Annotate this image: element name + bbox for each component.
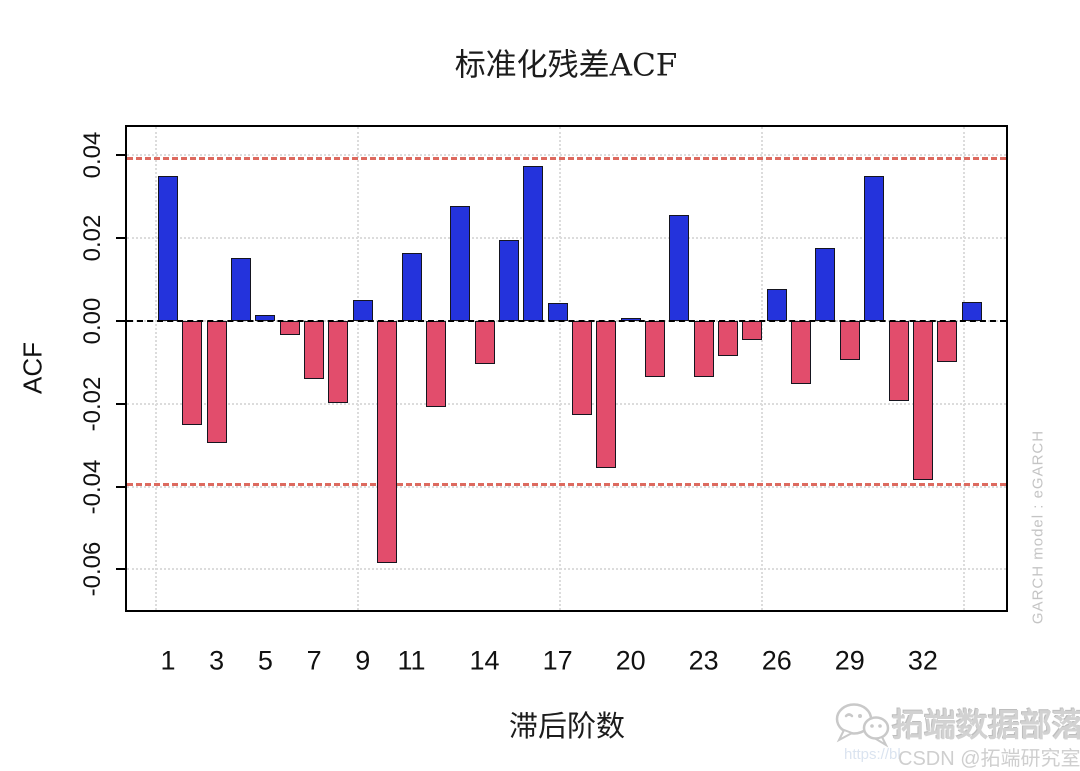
x-tick-label: 23 <box>688 645 719 676</box>
acf-bar-lag-27 <box>791 321 812 384</box>
acf-bar-lag-22 <box>669 215 690 321</box>
x-tick-label: 29 <box>834 645 865 676</box>
x-tick-label: 20 <box>615 645 646 676</box>
y-tick-label: -0.04 <box>79 459 106 514</box>
zero-line <box>127 320 1006 322</box>
acf-bar-lag-3 <box>206 321 227 444</box>
acf-bar-lag-24 <box>718 321 739 357</box>
acf-bar-lag-30 <box>864 176 885 321</box>
horizontal-gridline <box>127 568 1006 571</box>
x-tick-label: 11 <box>397 645 426 676</box>
vertical-gridline <box>559 127 561 610</box>
acf-bar-lag-1 <box>158 176 178 321</box>
acf-bar-lag-26 <box>766 288 787 321</box>
y-tick-mark <box>116 485 125 488</box>
x-tick-label: 5 <box>257 645 273 676</box>
acf-bar-lag-13 <box>450 205 471 321</box>
x-tick-label: 17 <box>542 645 573 676</box>
chat-bubbles-logo <box>835 703 890 748</box>
x-axis-title: 滞后阶数 <box>508 709 626 743</box>
upper-confidence-bound-line <box>127 156 1006 160</box>
y-tick-mark <box>116 320 125 322</box>
y-tick-mark <box>116 568 125 571</box>
horizontal-gridline <box>127 402 1006 405</box>
y-tick-label: -0.06 <box>79 542 106 597</box>
x-tick-label: 3 <box>209 645 225 676</box>
acf-bar-lag-17 <box>547 303 568 321</box>
horizontal-gridline <box>127 237 1006 240</box>
watermark-url-fragment: https://bl <box>844 746 901 763</box>
acf-bar-lag-32 <box>912 321 933 481</box>
vertical-gridline <box>761 127 763 610</box>
y-axis-title: ACF <box>17 342 48 394</box>
brand-name: 拓端数据部落 <box>892 707 1080 743</box>
acf-bar-lag-21 <box>645 321 665 377</box>
acf-bar-lag-25 <box>742 321 763 341</box>
acf-bar-lag-4 <box>231 258 252 321</box>
acf-bar-lag-23 <box>693 321 714 377</box>
acf-bar-lag-15 <box>498 239 519 321</box>
acf-bar-lag-10 <box>377 321 398 564</box>
y-tick-label: 0.02 <box>79 214 106 262</box>
acf-bar-lag-19 <box>596 321 617 468</box>
x-tick-label: 9 <box>355 645 371 676</box>
vertical-gridline <box>357 127 359 610</box>
acf-bar-lag-16 <box>523 166 544 321</box>
x-tick-label: 26 <box>761 645 792 676</box>
acf-bar-lag-11 <box>401 252 422 321</box>
acf-bar-lag-33 <box>937 321 958 362</box>
y-tick-mark <box>116 237 125 240</box>
acf-bar-lag-14 <box>474 321 495 365</box>
x-tick-label: 14 <box>469 645 500 676</box>
y-tick-label: 0.00 <box>79 297 106 345</box>
y-tick-mark <box>116 154 125 157</box>
x-tick-label: 7 <box>306 645 322 676</box>
acf-bar-lag-8 <box>328 321 349 403</box>
y-tick-mark <box>116 402 125 405</box>
plot-area <box>125 125 1008 612</box>
acf-bar-lag-29 <box>839 321 860 360</box>
y-tick-label: -0.02 <box>79 376 106 432</box>
chart-title: 标准化残差ACF <box>454 47 678 84</box>
acf-bar-lag-7 <box>304 321 325 379</box>
acf-bar-lag-9 <box>352 299 373 321</box>
acf-bar-lag-18 <box>571 321 592 415</box>
x-tick-label: 32 <box>907 645 938 676</box>
acf-bar-lag-34 <box>961 301 982 321</box>
acf-bar-lag-28 <box>815 247 836 321</box>
x-tick-label: 1 <box>160 645 176 676</box>
branding-block: https://bl 拓端数据部落 CSDN @拓端研究室 <box>830 694 1080 771</box>
acf-bar-lag-6 <box>279 321 300 336</box>
acf-bar-lag-12 <box>425 321 446 407</box>
csdn-credit: CSDN @拓端研究室 <box>898 748 1080 770</box>
lower-confidence-bound-line <box>127 483 1006 487</box>
horizontal-gridline <box>127 485 1006 488</box>
y-tick-label: 0.04 <box>79 132 106 179</box>
acf-bar-lag-2 <box>182 321 203 426</box>
acf-bar-lag-31 <box>888 321 909 402</box>
vertical-gridline <box>963 127 965 610</box>
side-note-garch-model: GARCH model : eGARCH <box>1029 429 1047 625</box>
horizontal-gridline <box>127 154 1006 157</box>
vertical-gridline <box>155 127 157 610</box>
